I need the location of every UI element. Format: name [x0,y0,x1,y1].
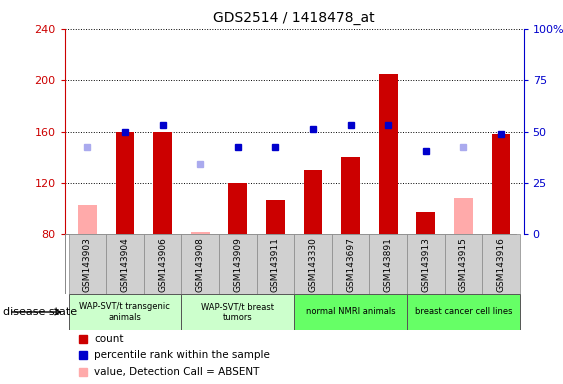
Text: WAP-SVT/t breast
tumors: WAP-SVT/t breast tumors [201,302,274,322]
Bar [257,234,294,294]
Bar [369,234,407,294]
Bar [379,74,397,234]
Bar [341,157,360,234]
Bar [106,234,144,294]
Text: GSM143904: GSM143904 [120,237,129,292]
Text: count: count [94,334,123,344]
Bar [69,294,181,330]
Bar [491,134,511,234]
Text: GSM143909: GSM143909 [233,237,242,292]
Bar [266,200,285,234]
Text: breast cancer cell lines: breast cancer cell lines [415,308,512,316]
Text: GSM143915: GSM143915 [459,237,468,292]
Bar [407,234,445,294]
Text: GSM143891: GSM143891 [384,237,393,292]
Bar [417,212,435,234]
Title: GDS2514 / 1418478_at: GDS2514 / 1418478_at [213,11,375,25]
Bar [69,234,106,294]
Bar [303,170,323,234]
Bar [294,294,407,330]
Bar [454,198,473,234]
Text: WAP-SVT/t transgenic
animals: WAP-SVT/t transgenic animals [79,302,171,322]
Text: GSM143697: GSM143697 [346,237,355,292]
Bar [445,234,482,294]
Bar [407,294,520,330]
Bar [144,234,181,294]
Text: GSM143906: GSM143906 [158,237,167,292]
Bar [229,183,247,234]
Bar [294,234,332,294]
Text: GSM143911: GSM143911 [271,237,280,292]
Text: percentile rank within the sample: percentile rank within the sample [94,351,270,361]
Text: value, Detection Call = ABSENT: value, Detection Call = ABSENT [94,367,260,377]
Bar [181,234,219,294]
Bar [153,131,172,234]
Text: GSM143908: GSM143908 [195,237,204,292]
Text: normal NMRI animals: normal NMRI animals [306,308,395,316]
Bar [482,234,520,294]
Text: GSM143903: GSM143903 [83,237,92,292]
Bar [181,294,294,330]
Bar [191,232,209,234]
Text: GSM143916: GSM143916 [497,237,506,292]
Text: disease state: disease state [3,307,77,317]
Bar [78,205,97,234]
Bar [219,234,257,294]
Text: GSM143913: GSM143913 [421,237,430,292]
Bar [115,131,135,234]
Bar [332,234,369,294]
Text: GSM143330: GSM143330 [309,237,318,292]
